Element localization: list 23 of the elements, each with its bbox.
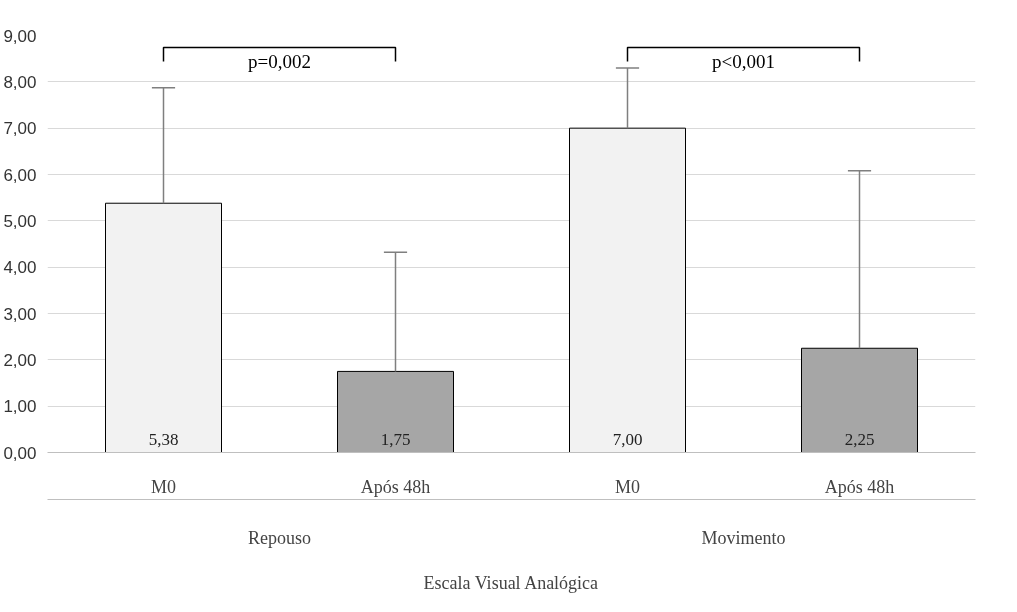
x-tick-label: Após 48h [360,476,431,497]
data-label: 2,25 [844,429,875,449]
annotation: p<0,001 [712,51,775,73]
y-tick-label: 1,00 [3,397,37,417]
y-tick-label: 8,00 [3,72,37,92]
x-tick-label: M0 [615,476,641,497]
text: Repouso [248,527,311,548]
y-tick-label: 6,00 [3,165,37,185]
y-tick-label: 4,00 [3,258,37,278]
annotation: p=0,002 [248,51,311,73]
y-tick-label: 2,00 [3,350,37,370]
data-label: 1,75 [380,429,411,449]
data-label: 7,00 [612,429,643,449]
data-label: 5,38 [148,429,179,449]
y-tick-label: 5,00 [3,211,37,231]
text: Movimento [701,527,786,548]
x-tick-label: M0 [151,476,177,497]
x-tick-label: Após 48h [824,476,895,497]
y-tick-label: 3,00 [3,304,37,324]
y-tick-label: 0,00 [3,443,37,463]
x-axis-title: Escala Visual Analógica [423,572,599,593]
y-tick-label: 9,00 [3,26,37,46]
y-tick-label: 7,00 [3,119,37,139]
